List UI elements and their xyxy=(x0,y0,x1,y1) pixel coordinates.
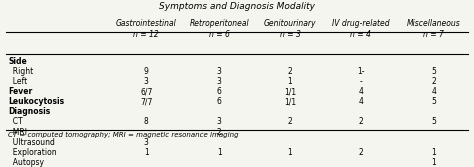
Text: 4: 4 xyxy=(358,97,363,106)
Text: 1: 1 xyxy=(144,148,149,157)
Text: Fever: Fever xyxy=(9,87,33,96)
Text: 1: 1 xyxy=(431,148,436,157)
Text: 5: 5 xyxy=(431,117,436,126)
Text: Autopsy: Autopsy xyxy=(9,158,45,167)
Text: 1: 1 xyxy=(288,77,292,86)
Text: 4: 4 xyxy=(431,87,436,96)
Text: Miscellaneous
n = 7: Miscellaneous n = 7 xyxy=(407,19,461,39)
Text: 3: 3 xyxy=(217,67,222,76)
Text: 6: 6 xyxy=(217,87,222,96)
Text: Right: Right xyxy=(9,67,34,76)
Text: Symptoms and Diagnosis Modality: Symptoms and Diagnosis Modality xyxy=(159,2,315,11)
Text: Left: Left xyxy=(9,77,27,86)
Text: Gastrointestinal
n = 12: Gastrointestinal n = 12 xyxy=(116,19,177,39)
Text: 2: 2 xyxy=(358,148,363,157)
Text: 7/7: 7/7 xyxy=(140,97,153,106)
Text: 1/1: 1/1 xyxy=(284,97,296,106)
Text: CT: CT xyxy=(9,117,23,126)
Text: 6/7: 6/7 xyxy=(140,87,153,96)
Text: 2: 2 xyxy=(288,117,292,126)
Text: 4: 4 xyxy=(358,87,363,96)
Text: -: - xyxy=(359,77,362,86)
Text: 3: 3 xyxy=(144,77,149,86)
Text: 2: 2 xyxy=(217,128,222,137)
Text: 9: 9 xyxy=(144,67,149,76)
Text: Leukocytosis: Leukocytosis xyxy=(9,97,64,106)
Text: 1: 1 xyxy=(288,148,292,157)
Text: IV drug-related
n = 4: IV drug-related n = 4 xyxy=(332,19,390,39)
Text: CT = computed tomography; MRI = magnetic resonance imaging: CT = computed tomography; MRI = magnetic… xyxy=(9,132,239,138)
Text: 1-: 1- xyxy=(357,67,365,76)
Text: 6: 6 xyxy=(217,97,222,106)
Text: Side: Side xyxy=(9,57,27,66)
Text: Exploration: Exploration xyxy=(9,148,57,157)
Text: 2: 2 xyxy=(358,117,363,126)
Text: 2: 2 xyxy=(288,67,292,76)
Text: 3: 3 xyxy=(217,77,222,86)
Text: Genitourinary
n = 3: Genitourinary n = 3 xyxy=(264,19,316,39)
Text: 3: 3 xyxy=(217,117,222,126)
Text: 8: 8 xyxy=(144,117,149,126)
Text: 2: 2 xyxy=(431,77,436,86)
Text: Diagnosis: Diagnosis xyxy=(9,107,51,116)
Text: 1: 1 xyxy=(431,158,436,167)
Text: 5: 5 xyxy=(431,97,436,106)
Text: 1: 1 xyxy=(217,148,222,157)
Text: Retroperitoneal
n = 6: Retroperitoneal n = 6 xyxy=(190,19,249,39)
Text: Ultrasound: Ultrasound xyxy=(9,138,55,147)
Text: 3: 3 xyxy=(144,138,149,147)
Text: 1/1: 1/1 xyxy=(284,87,296,96)
Text: 5: 5 xyxy=(431,67,436,76)
Text: MRI: MRI xyxy=(9,128,27,137)
